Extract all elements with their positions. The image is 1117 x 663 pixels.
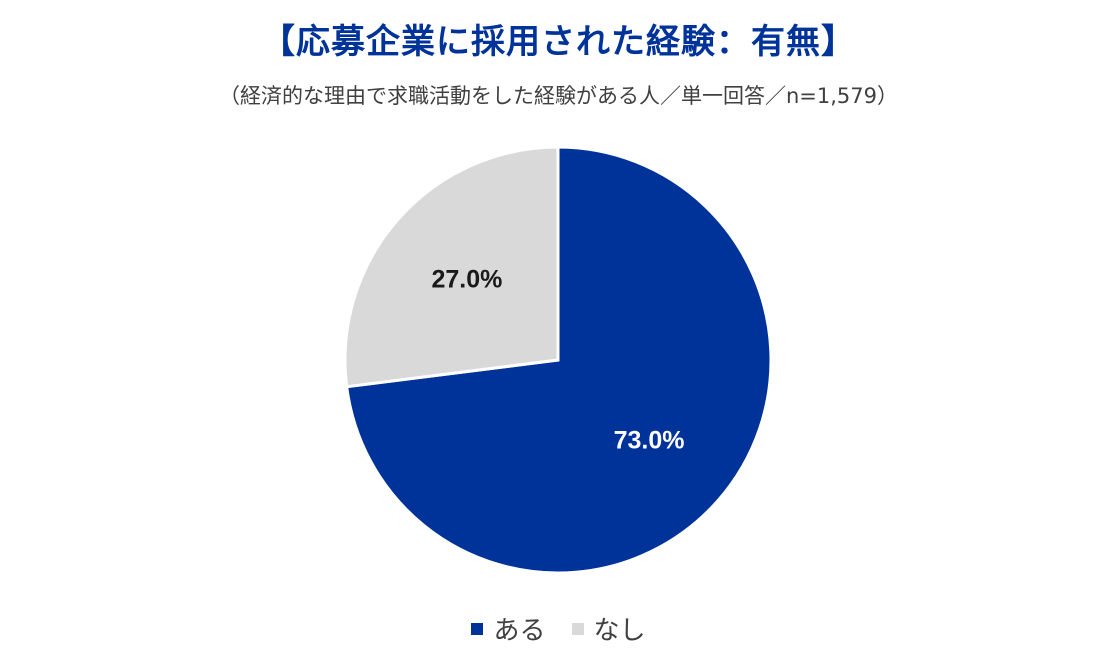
chart-title: 【応募企業に採用された経験：有無】	[261, 22, 856, 62]
legend-item-aru: ある	[471, 610, 546, 647]
legend: ある なし	[0, 610, 1117, 647]
slice-label-aru: 73.0%	[614, 426, 685, 454]
legend-label-aru: ある	[493, 616, 546, 646]
legend-label-nashi: なし	[593, 616, 646, 646]
pie-slices	[343, 145, 773, 575]
legend-swatch-nashi	[571, 622, 584, 635]
pie-data-labels: 73.0% 27.0%	[431, 266, 684, 455]
slice-label-nashi: 27.0%	[431, 266, 502, 294]
chart-subtitle: （経済的な理由で求職活動をした経験がある人／単一回答／n=1,579）	[218, 84, 899, 108]
legend-item-nashi: なし	[571, 610, 646, 647]
legend-swatch-aru	[471, 622, 484, 635]
slice-nashi	[343, 145, 560, 389]
